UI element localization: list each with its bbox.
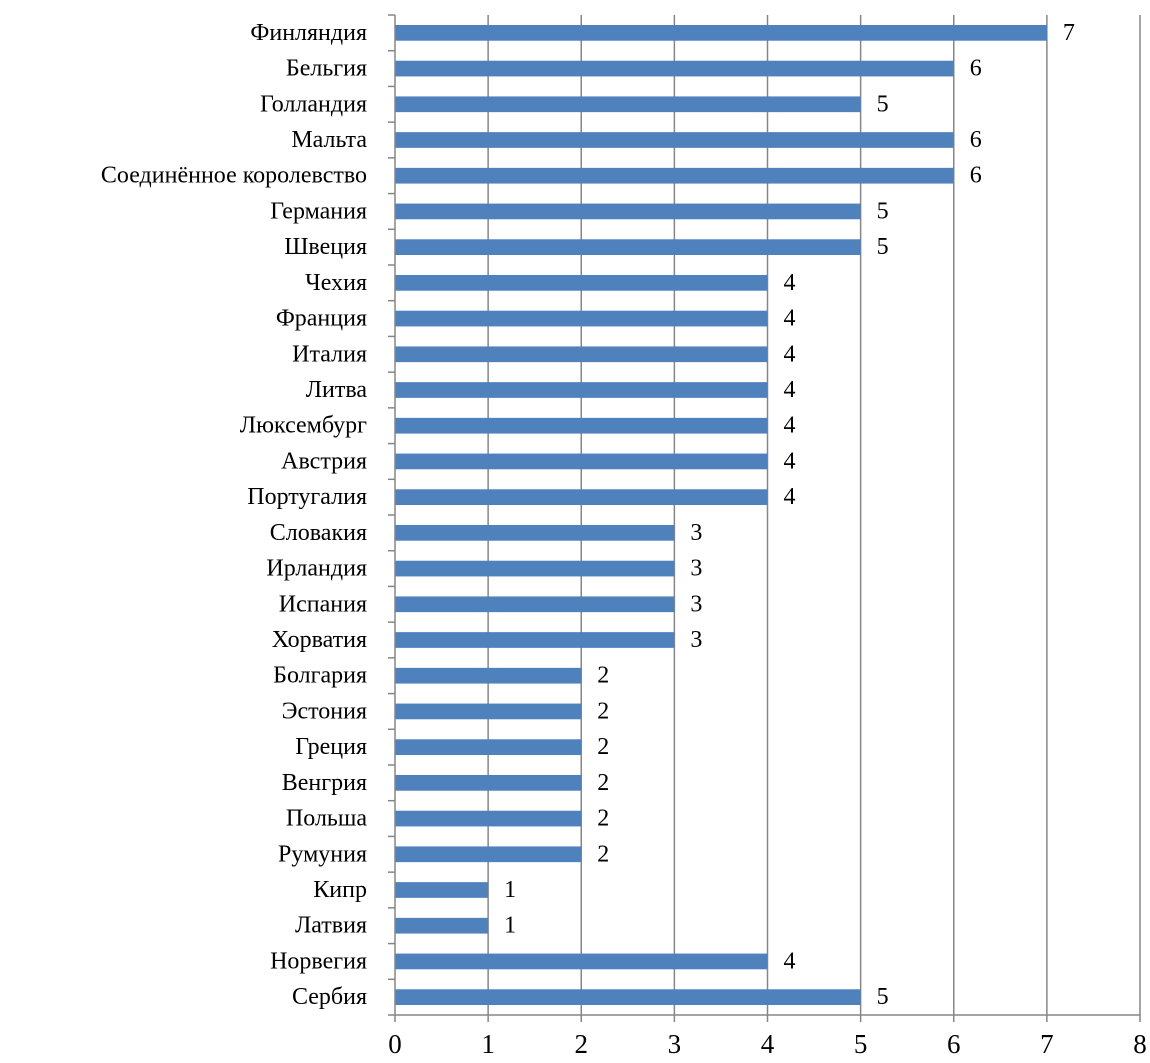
bar <box>395 846 582 863</box>
bar <box>395 25 1047 41</box>
bar <box>395 882 489 898</box>
category-label: Ирландия <box>266 556 367 582</box>
data-label: 6 <box>970 127 982 153</box>
category-label: Литва <box>306 377 368 403</box>
data-label: 5 <box>877 91 889 117</box>
bar <box>395 703 582 720</box>
category-label: Чехия <box>305 270 367 296</box>
data-label: 2 <box>597 806 609 832</box>
bar <box>395 167 954 184</box>
data-label: 6 <box>970 163 982 189</box>
bar <box>395 560 675 577</box>
data-label: 2 <box>597 734 609 760</box>
x-tick-label: 4 <box>761 1029 775 1059</box>
bar <box>395 96 861 113</box>
data-label: 4 <box>784 948 796 974</box>
category-label: Австрия <box>281 448 367 474</box>
bar <box>395 632 675 648</box>
x-tick-label: 8 <box>1133 1029 1147 1059</box>
bar <box>395 739 582 755</box>
bar <box>395 989 861 1005</box>
data-label: 3 <box>690 520 702 546</box>
data-label: 1 <box>504 913 516 939</box>
data-label: 4 <box>784 306 796 332</box>
bar <box>395 953 768 970</box>
data-label: 5 <box>877 984 889 1010</box>
bar <box>395 132 954 148</box>
x-tick-label: 3 <box>668 1029 682 1059</box>
data-label: 3 <box>690 556 702 582</box>
category-label: Испания <box>279 591 367 617</box>
data-label: 7 <box>1063 20 1075 46</box>
data-label: 2 <box>597 698 609 724</box>
data-label: 3 <box>690 627 702 653</box>
category-label: Голландия <box>260 91 367 117</box>
data-label: 4 <box>784 413 796 439</box>
category-label: Венгрия <box>282 770 367 796</box>
bar <box>395 203 861 220</box>
bar <box>395 810 582 827</box>
bars <box>395 25 1047 1005</box>
category-label: Норвегия <box>270 948 367 974</box>
data-label: 2 <box>597 663 609 689</box>
category-label: Греция <box>295 734 367 760</box>
category-label: Мальта <box>291 127 367 153</box>
bar <box>395 346 768 363</box>
category-label: Швеция <box>284 234 367 260</box>
category-label: Словакия <box>270 520 367 546</box>
bar <box>395 489 768 505</box>
category-label: Латвия <box>295 913 367 939</box>
category-label: Люксембург <box>240 413 367 439</box>
category-label: Польша <box>286 806 367 832</box>
category-label: Португалия <box>247 484 367 510</box>
gridlines <box>487 15 1141 1015</box>
data-label: 3 <box>690 591 702 617</box>
category-label: Хорватия <box>272 627 367 653</box>
category-label: Германия <box>270 198 367 224</box>
data-label: 5 <box>877 234 889 260</box>
bar <box>395 775 582 791</box>
bar <box>395 453 768 470</box>
data-label: 4 <box>784 341 796 367</box>
data-label: 6 <box>970 56 982 82</box>
category-label: Кипр <box>313 877 367 903</box>
x-tick-label: 0 <box>388 1029 402 1059</box>
x-tick-label: 5 <box>854 1029 868 1059</box>
category-label: Эстония <box>282 698 367 724</box>
bar <box>395 275 768 291</box>
x-tick-label: 2 <box>575 1029 589 1059</box>
data-label: 4 <box>784 448 796 474</box>
category-label: Соединённое королевство <box>101 163 367 189</box>
x-tick-label: 7 <box>1040 1029 1054 1059</box>
bar <box>395 239 861 255</box>
data-label: 5 <box>877 198 889 224</box>
bar <box>395 382 768 398</box>
x-tick-label: 6 <box>947 1029 961 1059</box>
x-tick-label: 1 <box>481 1029 495 1059</box>
category-label: Франция <box>276 306 367 332</box>
labels: Финляндия 7 Бельгия 6 Голландия 5 Мальта 6 Соеди… <box>101 20 1147 1059</box>
bar <box>395 525 675 541</box>
data-label: 4 <box>784 270 796 296</box>
category-label: Сербия <box>292 984 367 1010</box>
data-label: 2 <box>597 841 609 867</box>
bar <box>395 596 675 613</box>
bar <box>395 667 582 684</box>
category-label: Бельгия <box>286 56 367 82</box>
data-label: 1 <box>504 877 516 903</box>
data-label: 4 <box>784 377 796 403</box>
data-label: 4 <box>784 484 796 510</box>
category-label: Болгария <box>273 663 367 689</box>
axes <box>388 14 1141 1022</box>
category-label: Италия <box>292 341 367 367</box>
category-label: Финляндия <box>250 20 367 46</box>
bar <box>395 417 768 434</box>
category-label: Румуния <box>278 841 367 867</box>
data-label: 2 <box>597 770 609 796</box>
bar <box>395 310 768 327</box>
bar <box>395 917 489 934</box>
bar <box>395 60 954 77</box>
